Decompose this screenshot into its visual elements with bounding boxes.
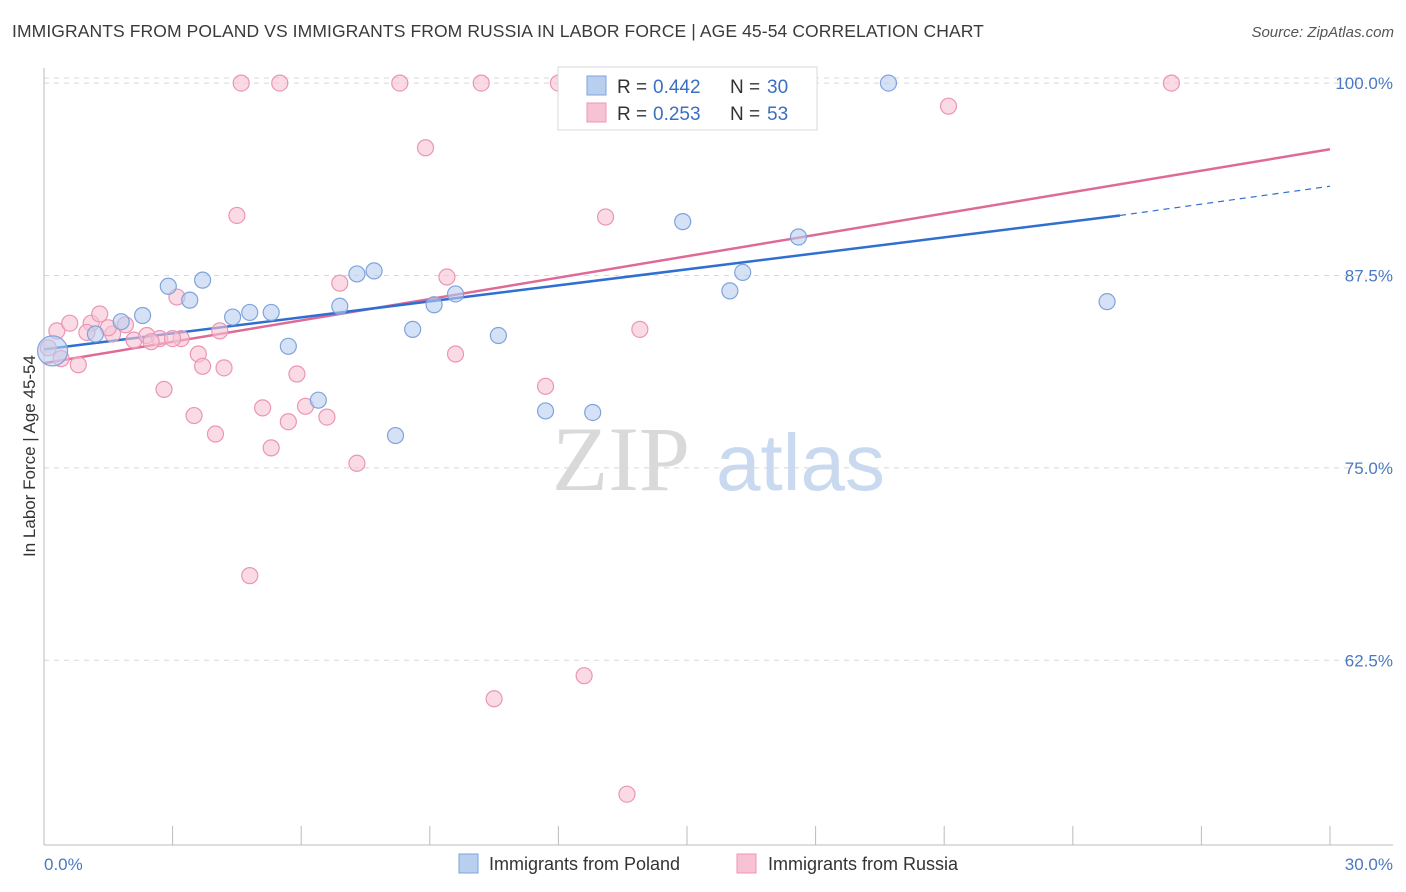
point-poland xyxy=(386,426,405,445)
point-poland xyxy=(348,265,366,283)
point-russia xyxy=(241,567,259,585)
axes xyxy=(43,68,1393,846)
watermark-atlas: atlas xyxy=(716,418,885,507)
point-russia xyxy=(155,380,173,398)
stats-n-label-russia: N = xyxy=(730,104,760,125)
y-tick-label: 87.5% xyxy=(1345,266,1393,285)
y-axis-label: In Labor Force | Age 45-54 xyxy=(20,355,39,557)
stats-r-value-russia: 0.253 xyxy=(653,104,701,125)
point-russia xyxy=(575,667,593,685)
point-russia xyxy=(939,97,958,115)
point-russia xyxy=(318,408,336,426)
y-tick-label: 62.5% xyxy=(1345,651,1393,670)
point-poland xyxy=(404,320,422,338)
point-poland xyxy=(241,303,259,322)
point-russia xyxy=(91,305,109,323)
point-russia xyxy=(254,399,272,417)
point-poland xyxy=(309,391,327,409)
chart-title: IMMIGRANTS FROM POLAND VS IMMIGRANTS FRO… xyxy=(12,21,984,41)
point-poland xyxy=(879,74,898,92)
point-russia xyxy=(331,274,349,292)
point-poland xyxy=(331,297,349,315)
point-russia xyxy=(536,377,555,395)
point-poland xyxy=(279,337,297,355)
point-russia xyxy=(631,320,649,338)
x-tick-label: 30.0% xyxy=(1345,855,1393,874)
point-poland xyxy=(489,326,507,345)
point-russia xyxy=(194,357,212,375)
point-russia xyxy=(164,329,182,348)
point-russia xyxy=(228,206,246,225)
point-russia xyxy=(1162,74,1180,92)
x-tick-label: 0.0% xyxy=(44,855,83,874)
y-tick-label: 100.0% xyxy=(1335,74,1393,93)
point-russia xyxy=(215,359,233,377)
legend-swatch-poland xyxy=(458,853,479,874)
point-russia xyxy=(596,208,615,226)
legend-swatch-russia xyxy=(736,853,757,874)
point-russia xyxy=(279,413,297,431)
stats-legend: R = 0.442 N = 30 R = 0.253 N = 53 xyxy=(557,66,818,131)
legend-label-russia: Immigrants from Russia xyxy=(768,854,959,874)
trend-line-poland-extension xyxy=(1119,185,1331,217)
point-russia xyxy=(348,454,366,472)
point-russia xyxy=(446,345,465,363)
stats-n-value-russia: 53 xyxy=(767,104,788,125)
point-poland xyxy=(262,303,280,322)
point-russia xyxy=(416,139,435,157)
point-poland xyxy=(789,228,808,246)
trend-line-russia xyxy=(43,148,1331,365)
point-russia xyxy=(262,439,280,457)
point-poland xyxy=(425,296,443,314)
legend-label-poland: Immigrants from Poland xyxy=(489,854,680,874)
point-poland xyxy=(721,282,739,300)
point-poland xyxy=(36,335,69,367)
point-russia xyxy=(185,406,203,425)
point-russia xyxy=(288,365,306,383)
point-russia xyxy=(472,74,490,92)
point-poland xyxy=(734,263,752,282)
point-russia xyxy=(438,268,456,286)
point-russia xyxy=(142,333,160,351)
stats-swatch-russia xyxy=(586,102,607,123)
point-poland xyxy=(674,213,692,231)
point-russia xyxy=(391,74,409,92)
point-poland xyxy=(536,402,555,420)
point-poland xyxy=(86,325,105,343)
point-poland xyxy=(446,285,465,303)
tick-labels: 62.5% 75.0% 87.5% 100.0% 0.0% 30.0% xyxy=(44,74,1393,874)
point-poland xyxy=(1098,293,1116,311)
stats-n-value-poland: 30 xyxy=(767,77,788,98)
trend-lines xyxy=(43,148,1331,365)
source-credit: Source: ZipAtlas.com xyxy=(1251,24,1394,41)
point-poland xyxy=(112,313,130,331)
watermark-zip: ZIP xyxy=(552,408,690,510)
stats-r-label-poland: R = xyxy=(617,77,647,98)
point-poland xyxy=(365,262,383,280)
point-poland xyxy=(584,403,602,422)
stats-swatch-poland xyxy=(586,75,607,96)
point-russia xyxy=(232,74,250,92)
point-russia xyxy=(61,314,79,332)
y-tick-label: 75.0% xyxy=(1345,459,1393,478)
stats-n-label-poland: N = xyxy=(730,77,760,98)
point-poland xyxy=(181,291,199,309)
series-legend: Immigrants from Poland Immigrants from R… xyxy=(458,853,959,874)
stats-r-value-poland: 0.442 xyxy=(653,77,701,98)
point-russia xyxy=(211,322,229,340)
point-russia xyxy=(485,690,503,708)
point-poland xyxy=(133,306,152,325)
point-russia xyxy=(206,425,225,443)
point-poland xyxy=(159,277,177,295)
point-poland xyxy=(224,308,242,326)
point-russia xyxy=(69,356,87,374)
point-poland xyxy=(194,271,212,289)
point-russia xyxy=(271,74,289,92)
point-russia xyxy=(618,785,636,803)
stats-r-label-russia: R = xyxy=(617,104,647,125)
